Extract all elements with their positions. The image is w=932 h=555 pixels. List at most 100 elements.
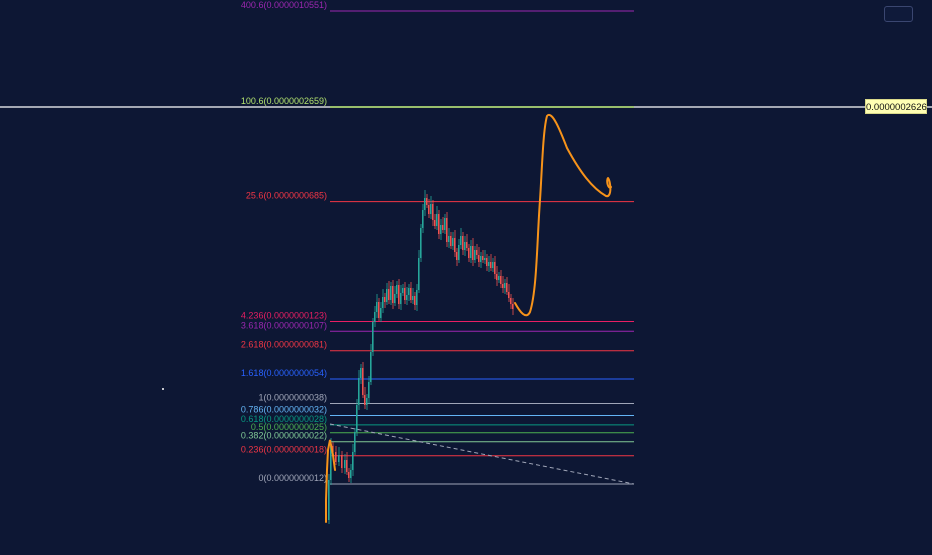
candle-body	[408, 288, 410, 295]
candle-body	[341, 455, 343, 468]
fib-level-label: 3.618(0.0000000107)	[241, 320, 327, 330]
candle-body	[394, 294, 396, 303]
candle-body	[348, 472, 350, 478]
candle-body	[508, 292, 510, 298]
candle-body	[440, 225, 442, 234]
candle-body	[398, 285, 400, 304]
fib-level-label: 0.618(0.0000000028)	[241, 414, 327, 424]
candle-body	[484, 258, 486, 260]
candle-body	[490, 262, 492, 268]
candle-body	[338, 455, 340, 462]
candle-body	[424, 198, 426, 210]
candle-body	[428, 205, 430, 214]
candle-body	[432, 204, 434, 220]
candle-body	[404, 288, 406, 300]
current-price-label: 0.0000002626	[865, 99, 927, 114]
candle-body	[472, 246, 474, 260]
fib-level-label: 0.786(0.0000000032)	[241, 405, 327, 415]
candle-body	[436, 214, 438, 226]
candle-body	[468, 248, 470, 258]
candle-body	[492, 262, 494, 268]
fib-level-label: 0.5(0.0000000025)	[251, 422, 327, 432]
candle-body	[426, 198, 428, 205]
fib-level-label: 100.6(0.0000002659)	[241, 96, 327, 106]
fib-level-label: 0.382(0.0000000022)	[241, 431, 327, 441]
candle-body	[372, 322, 374, 352]
candle-body	[344, 460, 346, 468]
candle-body	[358, 378, 360, 405]
candle-body	[370, 352, 372, 382]
candlesticks	[328, 190, 514, 524]
candle-body	[380, 308, 382, 318]
cursor-dot	[162, 388, 164, 390]
candle-body	[388, 289, 390, 300]
candle-body	[454, 238, 456, 252]
candle-body	[384, 297, 386, 302]
candle-body	[502, 284, 504, 288]
fib-level-label: 0(0.0000000012)	[258, 473, 327, 483]
candle-body	[482, 256, 484, 260]
candle-body	[430, 204, 432, 214]
candle-body	[474, 250, 476, 260]
candle-body	[420, 228, 422, 258]
candle-body	[498, 276, 500, 280]
candle-body	[512, 304, 514, 309]
candle-body	[368, 382, 370, 398]
fib-level-label: 1(0.0000000038)	[258, 393, 327, 403]
candle-body	[458, 245, 460, 260]
candle-body	[448, 236, 450, 242]
early-projection-drawing[interactable]	[325, 439, 336, 523]
candle-body	[422, 210, 424, 228]
candle-body	[354, 432, 356, 452]
fib-level-label: 25.6(0.0000000685)	[246, 191, 327, 201]
candle-body	[396, 285, 398, 294]
candle-body	[450, 236, 452, 246]
candle-body	[378, 302, 380, 318]
candle-body	[438, 214, 440, 234]
candle-body	[456, 252, 458, 260]
candle-body	[386, 289, 388, 302]
candle-body	[382, 297, 384, 308]
candle-body	[366, 398, 368, 405]
candle-body	[376, 302, 378, 312]
candle-body	[496, 274, 498, 280]
candle-body	[506, 283, 508, 292]
candle-body	[364, 395, 366, 405]
candle-body	[352, 452, 354, 470]
fib-level-label: 400.6(0.0000010551)	[241, 0, 327, 10]
candle-body	[442, 225, 444, 230]
candle-body	[476, 250, 478, 255]
candle-body	[444, 218, 446, 230]
candle-body	[466, 242, 468, 248]
candle-body	[452, 238, 454, 246]
candle-body	[400, 293, 402, 304]
candle-body	[346, 460, 348, 472]
candle-body	[410, 288, 412, 300]
candle-body	[414, 296, 416, 305]
candle-body	[510, 298, 512, 304]
candle-body	[504, 283, 506, 288]
candle-body	[330, 446, 332, 480]
candle-body	[350, 470, 352, 478]
dashed-trendline[interactable]	[329, 423, 635, 485]
candle-body	[335, 452, 337, 462]
candle-body	[488, 262, 490, 266]
candle-body	[462, 236, 464, 250]
candle-body	[478, 255, 480, 262]
chart-settings-button[interactable]	[884, 6, 913, 22]
candle-body	[446, 218, 448, 242]
candle-body	[362, 368, 364, 395]
candle-body	[374, 312, 376, 322]
candle-body	[328, 480, 330, 520]
candle-body	[416, 290, 418, 305]
candle-body	[402, 288, 404, 293]
candle-body	[486, 258, 488, 266]
fib-level-label: 1.618(0.0000000054)	[241, 368, 327, 378]
candle-body	[470, 246, 472, 258]
candle-body	[392, 286, 394, 303]
candle-body	[494, 262, 496, 274]
projection-drawing[interactable]	[514, 113, 612, 317]
fib-level-label: 0.236(0.0000000018)	[241, 445, 327, 455]
